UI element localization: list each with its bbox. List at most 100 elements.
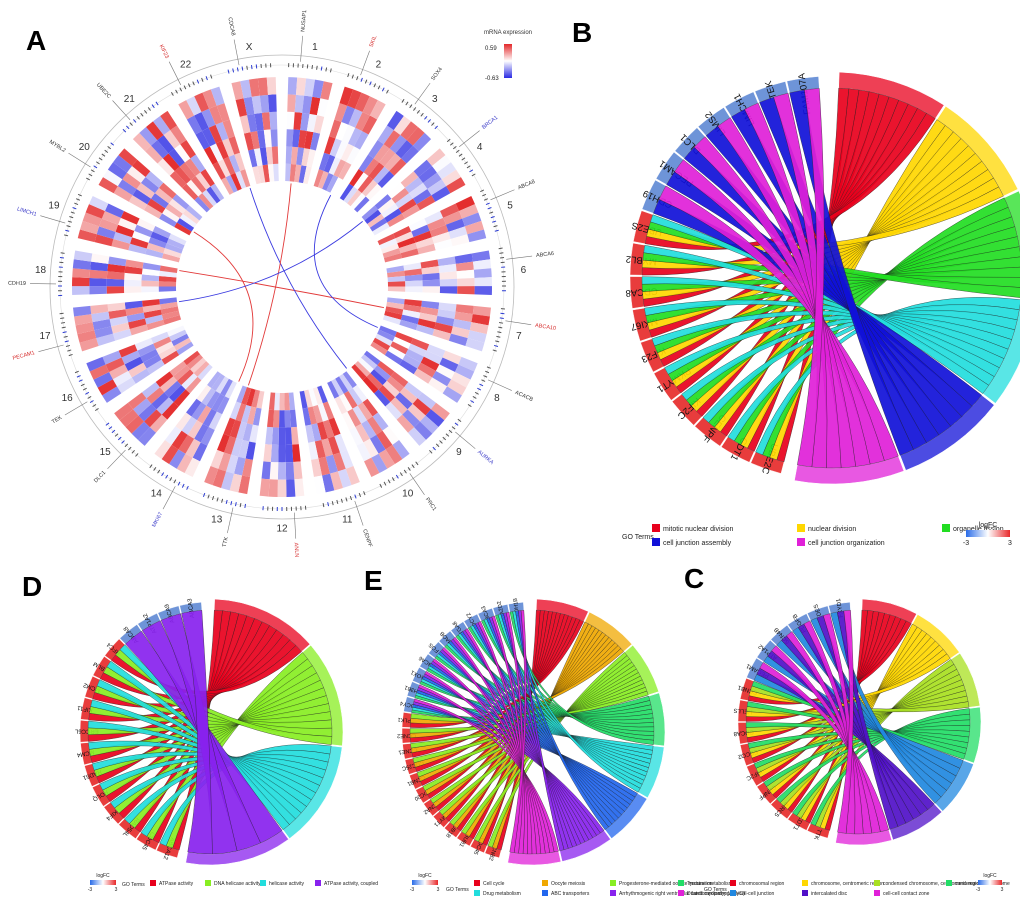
ideogram-tick — [69, 217, 73, 218]
heatmap-cell — [260, 479, 270, 497]
ideogram-tick — [74, 203, 78, 204]
heatmap-cell — [267, 77, 276, 95]
interaction-link — [179, 271, 384, 308]
panel-b-chord: BUBE2CCDT1CENPFKIF2CPKMYT1KIF23MKI67CDCA… — [572, 17, 1020, 547]
ideogram-tick — [332, 501, 333, 505]
ideogram-tick — [174, 480, 176, 484]
ideogram-tick — [90, 400, 93, 402]
heatmap-cell — [141, 286, 158, 292]
ideogram-tick — [489, 212, 493, 213]
heatmap-cell — [293, 461, 302, 479]
ideogram-tick — [237, 67, 238, 71]
ideogram-tick — [96, 162, 99, 164]
ideogram-tick — [497, 332, 501, 333]
heatmap-cell — [388, 281, 405, 286]
heatmap-cell — [89, 278, 107, 286]
chromosome-label: 22 — [180, 60, 192, 71]
legend-swatch — [874, 890, 880, 896]
logfc-min: -3 — [963, 540, 969, 547]
ideogram-tick — [61, 253, 65, 254]
ideogram-tick — [228, 70, 229, 74]
gene-label: PLK1 — [397, 716, 411, 723]
ideogram-tick — [499, 248, 503, 249]
ideogram-tick — [86, 178, 89, 180]
panel-letter: C — [684, 563, 704, 594]
ideogram-tick — [61, 323, 65, 324]
legend-swatch — [474, 880, 480, 886]
chromosome-label: 19 — [48, 201, 60, 212]
heatmap-cell — [278, 445, 285, 462]
legend-swatch — [260, 880, 266, 886]
ideogram-tick — [65, 341, 69, 342]
heatmap-cell — [289, 392, 295, 410]
heatmap-cell — [278, 480, 287, 497]
legend-swatch — [802, 880, 808, 886]
heatmap-cell — [279, 393, 284, 410]
ideogram-tick — [410, 105, 412, 108]
ideogram-tick — [245, 504, 246, 508]
heatmap-cell — [107, 286, 124, 293]
chromosome-label: 3 — [432, 94, 438, 105]
legend-swatch — [315, 880, 321, 886]
ideogram-tick — [355, 495, 356, 499]
ideogram-tick — [212, 496, 213, 500]
legend-swatch — [652, 524, 660, 532]
chromosome-label: 11 — [342, 515, 353, 526]
chromosome-label: 20 — [79, 142, 91, 153]
ideogram-tick — [361, 78, 362, 82]
ideogram-tick — [328, 502, 329, 506]
heatmap-cell — [271, 445, 279, 463]
gene-label: AURKA — [476, 449, 495, 466]
ideogram-tick — [233, 68, 234, 72]
ideogram-tick — [364, 491, 365, 495]
ideogram-tick — [491, 217, 495, 218]
ideogram-tick — [486, 203, 490, 204]
legend-heading: GO Terms — [122, 882, 145, 888]
ideogram-tick — [158, 470, 160, 473]
chromosome-label: 8 — [494, 393, 500, 404]
heatmap-cell — [124, 286, 141, 293]
logfc-colorbar — [966, 530, 1010, 537]
heatmap-cell — [285, 410, 291, 428]
chromosome-label: 10 — [402, 488, 414, 499]
chromosome-label: 14 — [151, 488, 163, 499]
ideogram-tick — [176, 90, 178, 94]
ideogram-tick — [148, 107, 150, 110]
ideogram-tick — [150, 465, 152, 468]
heatmap-cell — [89, 286, 106, 294]
gene-label: ABCA6 — [536, 251, 555, 259]
chromosome-label: 2 — [376, 60, 382, 71]
panel-letter-a: A — [26, 25, 46, 56]
gene-leader — [234, 40, 239, 66]
heatmap-cell — [271, 129, 278, 147]
ideogram-tick — [65, 230, 69, 231]
legend-term: cell-cell junction — [739, 891, 775, 897]
ideogram-tick — [166, 475, 168, 478]
ideogram-tick — [495, 230, 499, 231]
heatmap-cell — [405, 280, 422, 286]
ideogram-tick — [467, 166, 470, 168]
gene-leader — [491, 190, 515, 200]
heatmap-cell — [269, 479, 278, 497]
gene-label: MKI67 — [151, 511, 164, 528]
heatmap-cell — [287, 94, 296, 112]
heatmap-cell — [141, 280, 158, 286]
ideogram-tick — [106, 423, 109, 425]
gene-leader — [415, 83, 430, 104]
heatmap-cell — [286, 462, 295, 480]
ideogram-tick — [217, 498, 218, 502]
heatmap-cell — [423, 286, 440, 293]
legend-term: intercalated disc — [811, 891, 848, 897]
gene-label: LIMCH1 — [16, 206, 37, 217]
ideogram-tick — [494, 345, 498, 346]
ideogram-tick — [162, 472, 164, 475]
legend-heading: GO Terms — [704, 887, 727, 893]
ideogram-tick — [365, 80, 367, 84]
heatmap-cell — [279, 410, 285, 427]
gene-leader — [301, 36, 303, 62]
ideogram-tick — [156, 102, 158, 105]
heatmap-cell — [423, 280, 440, 287]
ideogram-tick — [494, 226, 498, 227]
